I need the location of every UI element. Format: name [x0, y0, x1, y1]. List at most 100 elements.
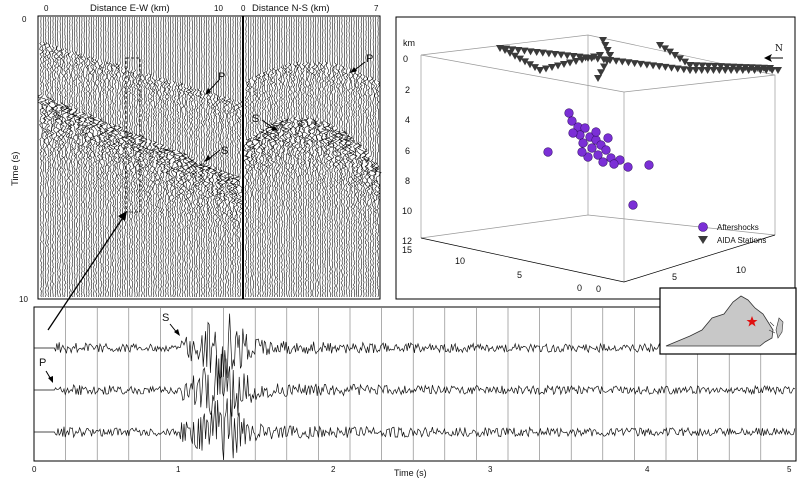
seismic-trace [159, 16, 167, 298]
ns-axis-label: Distance N-S (km) [252, 3, 330, 14]
seismic-trace [318, 17, 327, 298]
seismic-trace [158, 16, 165, 298]
station-marker [661, 45, 669, 53]
station-marker [704, 62, 713, 70]
seismic-trace [198, 16, 206, 298]
y-tick-0: 0 [22, 15, 27, 24]
seismic-trace [164, 17, 172, 297]
station-marker [526, 61, 534, 69]
aftershock-marker [567, 116, 577, 126]
seismic-trace [344, 17, 354, 298]
seismic-trace [70, 16, 78, 298]
seismic-trace [168, 16, 174, 297]
seismic-trace [190, 17, 198, 298]
p-arrow-ns [350, 61, 366, 73]
seismic-trace [184, 16, 191, 298]
station-marker [501, 47, 509, 54]
seismic-trace [317, 16, 324, 298]
seismic-trace [216, 17, 222, 298]
station-marker [692, 62, 701, 70]
station-marker [686, 67, 694, 74]
station-marker [681, 58, 689, 66]
seismic-trace [245, 16, 252, 297]
seismic-trace [199, 17, 207, 298]
aftershock-marker [591, 127, 601, 137]
seismic-trace [276, 16, 283, 298]
seismic-trace [132, 16, 138, 298]
station-marker [676, 55, 684, 63]
seismic-trace [256, 16, 265, 298]
seismic-trace [42, 16, 50, 298]
station-marker [526, 48, 535, 56]
seismic-trace [89, 17, 98, 297]
seismic-trace [50, 16, 57, 298]
seismic-trace [45, 17, 52, 298]
seismic-trace [372, 16, 380, 298]
seismic-trace [107, 17, 115, 298]
station-marker [597, 69, 605, 77]
hypocenter-3d-panel: km 0 2 4 6 8 10 12 15 10 5 0 0 5 10 N Af… [395, 16, 796, 300]
aftershock-marker [587, 143, 597, 153]
station-marker [709, 67, 718, 74]
station-marker [603, 57, 611, 65]
seismic-trace [56, 17, 64, 298]
seismic-trace [272, 16, 281, 297]
seismic-trace [211, 16, 217, 298]
time-tick-1: 1 [176, 465, 181, 474]
station-marker [636, 60, 645, 68]
station-marker [600, 63, 608, 71]
station-marker [551, 51, 559, 58]
seismic-trace [354, 16, 361, 298]
seismic-trace [195, 16, 203, 298]
seismic-trace [374, 16, 382, 298]
station-marker [671, 52, 679, 59]
seismic-trace [299, 16, 307, 298]
station-marker [656, 42, 664, 49]
star-icon [746, 316, 758, 327]
aftershock-marker [628, 200, 638, 210]
p-arrow [45, 370, 53, 383]
seismic-trace [252, 16, 260, 298]
seismic-trace [144, 16, 150, 298]
component-trace-2 [34, 353, 795, 417]
aftershock-marker [598, 157, 608, 167]
depth-tick-2: 2 [405, 85, 410, 95]
s-label-ew: S [221, 145, 228, 157]
seismic-trace [310, 17, 317, 298]
station-marker [557, 51, 566, 59]
seismic-trace [280, 17, 289, 298]
inset-location-map [659, 287, 797, 355]
left-tick-0: 0 [577, 283, 582, 293]
ew-tick-0: 0 [44, 4, 49, 13]
north-label: N [775, 44, 783, 54]
peninsula-outline [775, 317, 784, 339]
station-marker [514, 47, 523, 54]
seismic-trace [323, 17, 331, 298]
seismic-trace [65, 16, 73, 298]
aftershock-marker [543, 147, 553, 157]
seismic-trace [255, 16, 262, 298]
station-marker [729, 63, 738, 71]
station-marker [536, 67, 544, 74]
seismic-trace [314, 16, 321, 298]
seismic-trace [119, 16, 126, 298]
seismic-trace [151, 16, 158, 298]
aftershock-marker [644, 160, 654, 170]
station-marker [753, 64, 762, 72]
station-marker [532, 49, 541, 56]
station-marker [722, 63, 731, 71]
aftershock-marker [578, 138, 588, 148]
station-marker [691, 67, 700, 74]
seismic-trace [251, 16, 257, 298]
y-axis-label: Time (s) [10, 152, 21, 186]
seismic-trace [321, 16, 329, 298]
seismic-trace [336, 16, 344, 298]
seismic-trace [109, 16, 118, 298]
seismic-trace [47, 17, 54, 298]
legend-aftershocks-label: Aftershocks [717, 223, 759, 232]
depth-tick-6: 6 [405, 146, 410, 156]
seismic-trace [75, 17, 83, 298]
station-marker [766, 65, 774, 72]
seismic-trace [39, 16, 47, 298]
time-tick-3: 3 [488, 465, 493, 474]
